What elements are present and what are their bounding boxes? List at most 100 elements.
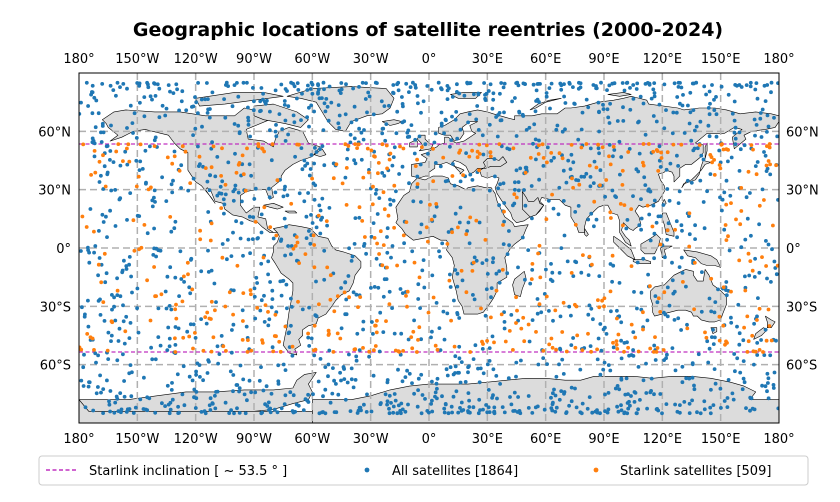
satellite-reentry-point xyxy=(376,285,381,290)
satellite-reentry-point xyxy=(113,318,118,323)
satellite-reentry-point xyxy=(93,351,98,356)
satellite-reentry-point xyxy=(645,318,650,323)
starlink-reentry-point xyxy=(103,184,108,189)
satellite-reentry-point xyxy=(97,180,102,184)
satellite-reentry-point xyxy=(302,158,307,163)
satellite-reentry-point xyxy=(475,104,480,108)
starlink-reentry-point xyxy=(115,288,120,293)
satellite-reentry-point xyxy=(468,172,473,177)
satellite-reentry-point xyxy=(713,300,718,304)
satellite-reentry-point xyxy=(733,142,738,147)
starlink-reentry-point xyxy=(671,142,676,147)
satellite-reentry-point xyxy=(752,321,756,326)
satellite-reentry-point xyxy=(246,105,250,110)
satellite-reentry-point xyxy=(179,277,184,281)
satellite-reentry-point xyxy=(306,191,310,195)
satellite-reentry-point xyxy=(638,94,643,99)
satellite-reentry-point xyxy=(665,352,669,357)
starlink-reentry-point xyxy=(356,305,360,309)
starlink-reentry-point xyxy=(409,335,414,339)
starlink-reentry-point xyxy=(724,339,728,344)
satellite-reentry-point xyxy=(273,129,278,134)
satellite-reentry-point xyxy=(612,148,617,152)
satellite-reentry-point xyxy=(657,158,662,163)
satellite-reentry-point xyxy=(124,264,129,268)
satellite-reentry-point xyxy=(349,377,354,382)
satellite-reentry-point xyxy=(144,181,148,186)
satellite-reentry-point xyxy=(282,99,287,103)
satellite-reentry-point xyxy=(351,290,356,295)
satellite-reentry-point xyxy=(648,238,653,243)
satellite-reentry-point xyxy=(180,392,185,397)
satellite-reentry-point xyxy=(337,126,342,130)
satellite-reentry-point xyxy=(83,405,88,410)
starlink-reentry-point xyxy=(549,151,554,155)
starlink-reentry-point xyxy=(312,265,317,270)
satellite-reentry-point xyxy=(164,306,169,311)
satellite-reentry-point xyxy=(111,88,116,92)
satellite-reentry-point xyxy=(485,272,490,276)
satellite-reentry-point xyxy=(352,242,357,246)
satellite-reentry-point xyxy=(714,134,719,139)
satellite-reentry-point xyxy=(170,381,174,385)
satellite-reentry-point xyxy=(768,172,773,177)
satellite-reentry-point xyxy=(122,394,127,399)
satellite-reentry-point xyxy=(423,142,428,147)
satellite-reentry-point xyxy=(743,285,748,290)
satellite-reentry-point xyxy=(275,410,280,415)
satellite-reentry-point xyxy=(185,329,190,334)
satellite-reentry-point xyxy=(501,242,506,247)
satellite-reentry-point xyxy=(237,389,242,394)
satellite-reentry-point xyxy=(628,107,633,112)
satellite-reentry-point xyxy=(450,114,454,119)
satellite-reentry-point xyxy=(99,130,103,135)
satellite-reentry-point xyxy=(364,251,368,256)
starlink-reentry-point xyxy=(370,202,375,207)
satellite-reentry-point xyxy=(754,123,759,127)
satellite-reentry-point xyxy=(173,343,178,347)
satellite-reentry-point xyxy=(283,118,288,123)
starlink-reentry-point xyxy=(152,144,157,149)
satellite-reentry-point xyxy=(350,254,355,259)
starlink-reentry-point xyxy=(316,213,321,218)
satellite-reentry-point xyxy=(170,397,175,402)
satellite-reentry-point xyxy=(631,330,636,334)
satellite-reentry-point xyxy=(317,411,322,416)
satellite-reentry-point xyxy=(601,107,606,111)
starlink-reentry-point xyxy=(547,342,552,347)
satellite-reentry-point xyxy=(334,382,338,386)
satellite-reentry-point xyxy=(658,165,663,169)
satellite-reentry-point xyxy=(569,313,573,318)
starlink-reentry-point xyxy=(704,335,709,340)
satellite-reentry-point xyxy=(108,208,112,213)
starlink-reentry-point xyxy=(342,290,347,295)
satellite-reentry-point xyxy=(513,409,517,413)
satellite-reentry-point xyxy=(433,161,438,165)
satellite-reentry-point xyxy=(587,395,592,399)
satellite-reentry-point xyxy=(240,199,244,204)
satellite-reentry-point xyxy=(490,334,495,339)
satellite-reentry-point xyxy=(507,243,511,248)
satellite-reentry-point xyxy=(91,408,96,413)
satellite-reentry-point xyxy=(283,253,287,258)
satellite-reentry-point xyxy=(619,320,624,325)
satellite-reentry-point xyxy=(187,374,192,379)
satellite-reentry-point xyxy=(141,407,146,411)
starlink-reentry-point xyxy=(405,289,410,294)
satellite-reentry-point xyxy=(216,361,221,366)
x-tick-label-top: 30°E xyxy=(472,52,503,67)
satellite-reentry-point xyxy=(310,82,315,87)
satellite-reentry-point xyxy=(270,345,275,350)
starlink-reentry-point xyxy=(361,346,365,350)
starlink-reentry-point xyxy=(503,339,508,344)
starlink-reentry-point xyxy=(296,299,300,304)
satellite-reentry-point xyxy=(765,276,769,281)
satellite-reentry-point xyxy=(559,389,564,393)
starlink-reentry-point xyxy=(263,303,268,307)
satellite-reentry-point xyxy=(112,410,117,415)
satellite-reentry-point xyxy=(496,186,500,191)
satellite-reentry-point xyxy=(100,82,105,86)
satellite-reentry-point xyxy=(320,196,325,201)
satellite-reentry-point xyxy=(763,327,768,332)
starlink-reentry-point xyxy=(596,142,600,147)
